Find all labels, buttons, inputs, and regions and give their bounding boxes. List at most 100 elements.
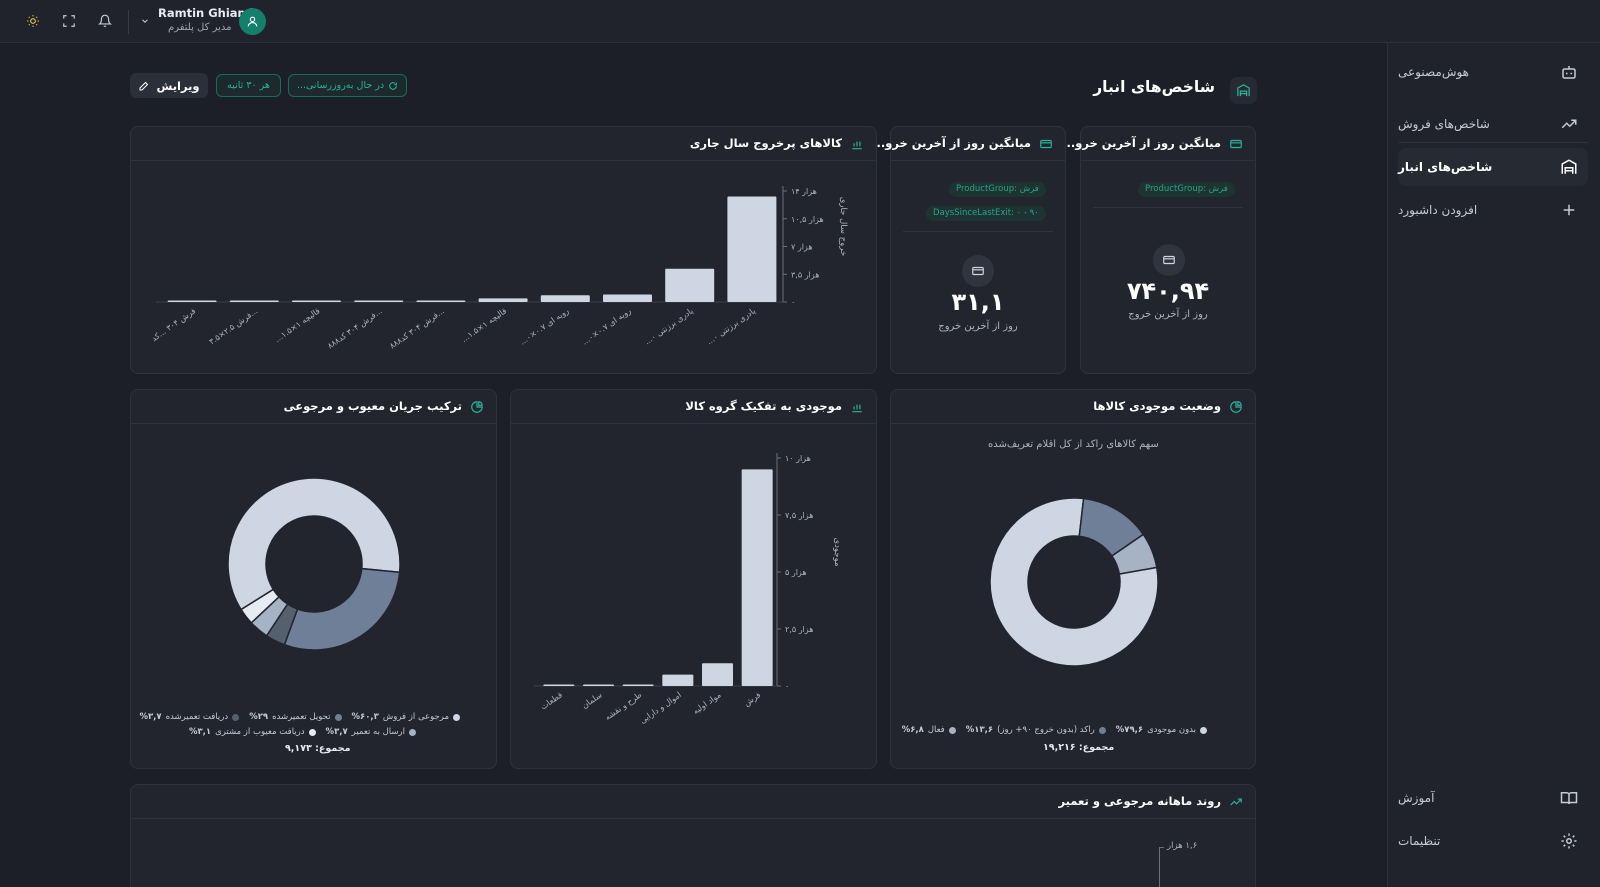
legend-item[interactable]: مرجوعی از فروش %۶۰,۳	[352, 712, 460, 722]
updating-status-label: در حال به‌روزرسانی...	[296, 80, 385, 91]
legend-dot	[1098, 726, 1106, 734]
y-tick-label: ۱۰,۵ هزار	[791, 215, 824, 224]
updating-status-pill[interactable]: در حال به‌روزرسانی...	[288, 74, 407, 97]
bar[interactable]	[540, 295, 590, 302]
bar-chart-icon	[850, 136, 864, 150]
legend-item[interactable]: بدون موجودی %۷۹,۶	[1116, 725, 1207, 735]
gear-icon	[1560, 832, 1578, 850]
top-exit-bar-chart: ۰ ۳,۵ هزار ۷ هزار ۱۰,۵ هزار ۱۴ هزار خروج سال …	[150, 186, 848, 351]
refresh-interval-pill[interactable]: هر ۳۰ ثانیه	[216, 74, 281, 97]
avatar[interactable]	[239, 8, 266, 35]
fullscreen-icon[interactable]	[59, 11, 79, 31]
trend-y-tick-label: ۱,۶ هزار	[1167, 841, 1198, 851]
card-title: ترکیب جریان معیوب و مرجوعی	[283, 399, 462, 413]
bar[interactable]	[543, 684, 575, 687]
legend-dot	[948, 726, 956, 734]
legend-value: %۳,۱	[188, 727, 212, 737]
sidebar-item-sales-kpis[interactable]: شاخص‌های فروش	[1398, 105, 1588, 143]
x-tick-label: فرش	[742, 690, 762, 708]
bar[interactable]	[702, 663, 733, 686]
bar[interactable]	[727, 196, 777, 302]
bar[interactable]	[741, 469, 773, 686]
legend-value: %۶۰,۳	[351, 712, 379, 722]
legend-dot	[1200, 726, 1207, 734]
warehouse-icon	[1560, 158, 1578, 176]
notification-bell-icon[interactable]	[95, 11, 115, 31]
x-tick-label: ...رویه ای ۰.۷×۰	[518, 306, 570, 346]
bar[interactable]	[292, 300, 341, 303]
x-tick-label: قطعات	[539, 690, 564, 711]
donut-slice[interactable]	[240, 588, 281, 624]
trend-up-icon	[1560, 115, 1578, 133]
donut-slice[interactable]	[989, 497, 1159, 667]
legend-item[interactable]: دریافت تعمیرشده %۳,۷	[139, 712, 240, 722]
credit-card-icon	[1039, 136, 1053, 150]
legend-value: %۱۳,۶	[965, 725, 994, 735]
x-tick-label: فرش ۳۰۴ کد۸۸۸...	[326, 306, 384, 350]
sidebar-item-ai[interactable]: هوش‌مصنوعی	[1398, 53, 1588, 91]
kpi-card-avg-days-1: میانگین روز از آخرین خرو... ProductGroup…	[1062, 126, 1256, 374]
inventory-status-donut	[989, 497, 1159, 667]
legend-label: مرجوعی از فروش	[382, 712, 449, 722]
y-tick-label: ۳,۵ هزار	[791, 270, 819, 279]
page-title: شاخص‌های انبار	[1093, 78, 1215, 96]
card-title: موجودی به تفکیک گروه کالا	[685, 399, 842, 413]
bar[interactable]	[583, 684, 614, 687]
sidebar-item-add-dashboard[interactable]: افزودن داشبورد	[1398, 191, 1588, 229]
chart-total: مجموع: ۱۹,۲۱۶	[1043, 742, 1115, 753]
credit-card-icon	[962, 255, 994, 287]
x-tick-label: مواد اولیه	[691, 690, 722, 716]
bar[interactable]	[603, 294, 652, 302]
kpi-value: ۳۱,۱	[951, 288, 1005, 316]
x-tick-label: اموال و دارایی	[638, 690, 683, 725]
donut-slice[interactable]	[227, 477, 401, 611]
legend-value: %۶,۸	[901, 725, 924, 735]
refresh-interval-label: هر ۳۰ ثانیه	[227, 80, 270, 91]
sidebar-item-warehouse-kpis[interactable]: شاخص‌های انبار	[1398, 148, 1588, 186]
bar[interactable]	[416, 300, 466, 303]
kpi-value: ۷۴۰,۹۴	[1126, 277, 1210, 305]
edit-button[interactable]: ویرایش	[130, 73, 208, 98]
legend-label: راکد (بدون خروج ۹۰+ روز)	[997, 725, 1095, 735]
theme-toggle-sun-icon[interactable]	[23, 11, 43, 31]
x-tick-label: ...قالیچه ۱×۱.۵	[460, 306, 509, 344]
filter-tag: ProductGroup: فرش	[949, 182, 1046, 197]
kpi-label: روز از آخرین خروج	[938, 321, 1018, 332]
credit-card-icon	[1229, 136, 1243, 150]
bar[interactable]	[354, 300, 404, 303]
kpi-card-avg-days-2: میانگین روز از آخرین خرو... ProductGroup…	[872, 126, 1066, 374]
top-exit-products-card: کالاهای پرخروج سال جاری ۰ ۳,۵ هزار ۷ هزار ۱…	[130, 126, 877, 374]
top-bar: Ramtin Ghiami مدیر کل پلتفرم	[0, 0, 1600, 43]
sidebar-item-label: افزودن داشبورد	[1398, 203, 1478, 217]
user-name[interactable]: Ramtin Ghiami	[158, 6, 254, 20]
warehouse-title-icon	[1230, 77, 1257, 104]
card-title: میانگین روز از آخرین خرو...	[1062, 136, 1221, 150]
donut-slice[interactable]	[283, 567, 401, 651]
bar[interactable]	[622, 684, 654, 687]
donut-slice[interactable]	[1110, 533, 1158, 575]
bar[interactable]	[665, 268, 715, 302]
y-tick-label: ۰	[791, 298, 795, 307]
sidebar-item-tutorial[interactable]: آموزش	[1398, 779, 1588, 817]
bar[interactable]	[167, 300, 217, 303]
bar[interactable]	[229, 300, 279, 303]
legend-label: تحویل تعمیرشده	[272, 712, 331, 722]
card-title: کالاهای پرخروج سال جاری	[689, 136, 842, 150]
chart-legend: بدون موجودی %۷۹,۶ راکد (بدون خروج ۹۰+ روز)…	[902, 725, 1207, 735]
filter-tag: DaysSinceLastExit: ۰ - ۹۰	[926, 206, 1046, 221]
inventory-by-group-bar-chart: ۰ ۲,۵ هزار ۵ هزار ۷,۵ هزار ۱۰ هزار موجودی قطعا…	[534, 453, 842, 725]
legend-item[interactable]: تحویل تعمیرشده %۲۹	[249, 712, 342, 722]
bar[interactable]	[478, 298, 528, 302]
legend-item[interactable]: ارسال به تعمیر %۳,۷	[326, 727, 416, 737]
bar[interactable]	[662, 674, 694, 686]
legend-item[interactable]: دریافت معیوب از مشتری %۳,۱	[189, 727, 316, 737]
y-tick-label: ۷ هزار	[791, 243, 813, 252]
sidebar-item-label: آموزش	[1398, 791, 1435, 805]
sidebar-item-settings[interactable]: تنظیمات	[1398, 822, 1588, 860]
legend-item[interactable]: راکد (بدون خروج ۹۰+ روز) %۱۳,۶	[966, 725, 1106, 735]
bar-chart-icon	[850, 399, 864, 413]
topbar-divider	[128, 10, 129, 34]
chevron-down-icon[interactable]	[135, 11, 155, 31]
legend-item[interactable]: فعال %۶,۸	[902, 725, 956, 735]
legend-value: %۷۹,۶	[1115, 725, 1144, 735]
